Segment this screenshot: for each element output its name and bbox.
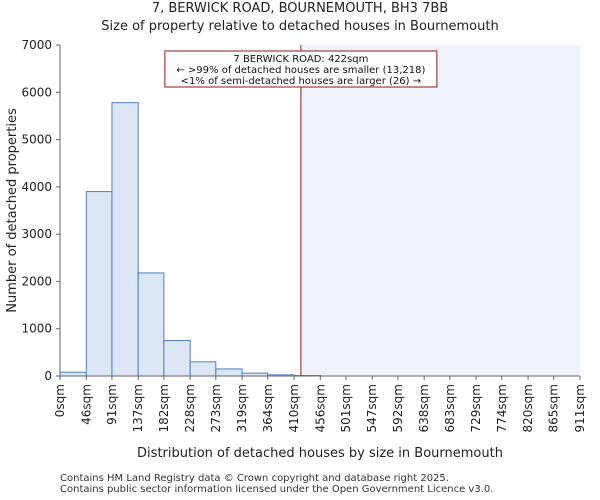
- x-tick-label: 911sqm: [573, 384, 587, 432]
- x-tick-label: 865sqm: [547, 384, 561, 432]
- histogram-bar: [163, 340, 191, 377]
- x-tick-label: 273sqm: [209, 384, 223, 432]
- x-tick-label: 729sqm: [469, 384, 483, 432]
- histogram-bar: [85, 191, 113, 377]
- x-tick-label: 319sqm: [235, 384, 249, 432]
- annotation-box: [164, 50, 438, 88]
- x-tick-label: 228sqm: [183, 384, 197, 432]
- y-tick-label: 6000: [21, 85, 52, 99]
- chart-title: 7, BERWICK ROAD, BOURNEMOUTH, BH3 7BB: [151, 1, 449, 16]
- y-axis-label: Number of detached properties: [5, 108, 20, 313]
- y-tick-label: 7000: [21, 38, 52, 52]
- x-tick-label: 46sqm: [79, 384, 93, 425]
- marker-annotation: 7 BERWICK ROAD: 422sqm ← >99% of detache…: [164, 50, 438, 88]
- annotation-line-3: <1% of semi-detached houses are larger (…: [181, 76, 421, 87]
- annotation-line-1: 7 BERWICK ROAD: 422sqm: [233, 54, 368, 65]
- x-tick-label: 137sqm: [131, 384, 145, 432]
- x-tick-label: 501sqm: [339, 384, 353, 432]
- y-tick-label: 1000: [21, 322, 52, 336]
- y-tick-label: 4000: [21, 180, 52, 194]
- y-tick-label: 3000: [21, 227, 52, 241]
- histogram-bar: [111, 102, 139, 377]
- footer-copyright: Contains HM Land Registry data © Crown c…: [60, 473, 449, 484]
- x-tick-label: 91sqm: [105, 384, 119, 425]
- x-tick-label: 547sqm: [365, 384, 379, 432]
- x-tick-label: 410sqm: [287, 384, 301, 432]
- histogram-bar: [59, 371, 87, 377]
- x-tick-label: 683sqm: [443, 384, 457, 432]
- x-tick-label: 638sqm: [417, 384, 431, 432]
- x-tick-label: 0sqm: [53, 384, 67, 417]
- x-axis-label: Distribution of detached houses by size …: [137, 446, 503, 461]
- histogram-bar: [189, 361, 217, 377]
- y-tick-label: 0: [44, 369, 52, 383]
- x-tick-label: 820sqm: [521, 384, 535, 432]
- y-tick-label: 5000: [21, 133, 52, 147]
- histogram-bar: [215, 368, 243, 377]
- x-tick-label: 364sqm: [261, 384, 275, 432]
- chart-subtitle: Size of property relative to detached ho…: [101, 19, 499, 34]
- larger-properties-highlight: [300, 45, 580, 376]
- footer-licence: Contains public sector information licen…: [60, 484, 494, 495]
- histogram-bar: [137, 272, 165, 377]
- annotation-line-2: ← >99% of detached houses are smaller (1…: [176, 65, 425, 76]
- x-tick-label: 456sqm: [313, 384, 327, 432]
- x-tick-label: 182sqm: [157, 384, 171, 432]
- x-tick-label: 774sqm: [495, 384, 509, 432]
- x-tick-label: 592sqm: [391, 384, 405, 432]
- y-tick-label: 2000: [21, 274, 52, 288]
